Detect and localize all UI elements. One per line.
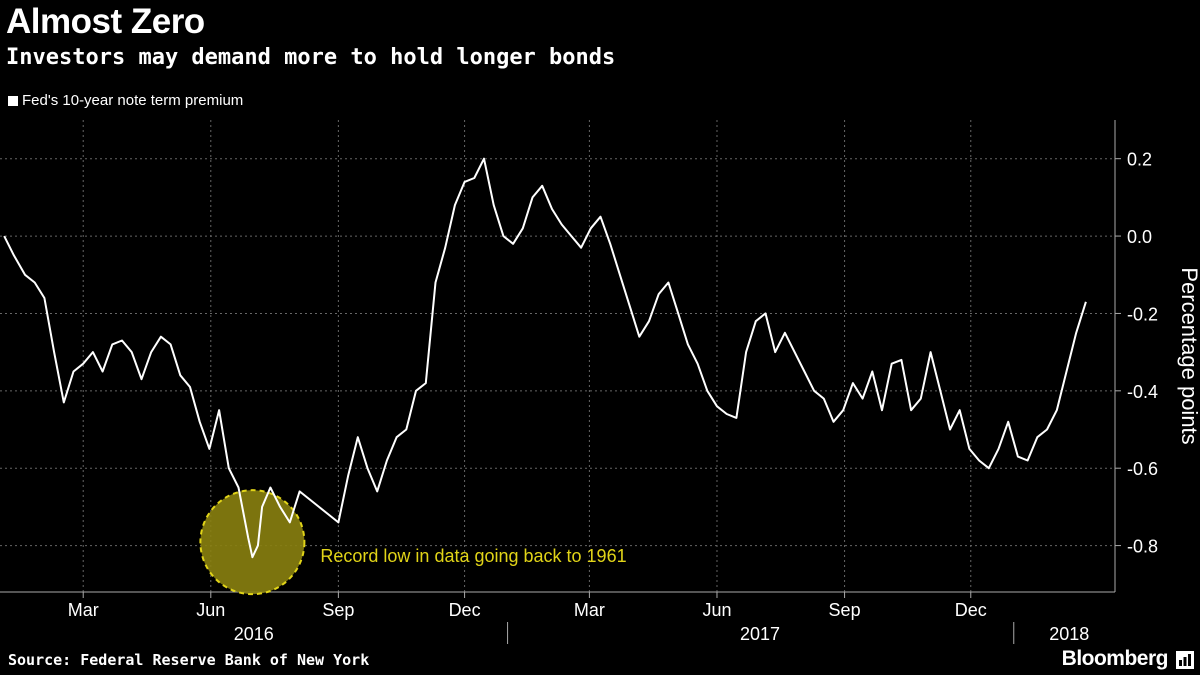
x-tick-label: Dec: [955, 600, 987, 620]
record-low-highlight: [199, 489, 306, 596]
series-line: [3, 157, 1087, 559]
chart-title: Almost Zero: [6, 2, 205, 41]
brand-logo: Bloomberg: [1061, 647, 1169, 670]
y-tick-label: 0.0: [1127, 227, 1152, 247]
year-label: 2018: [1049, 624, 1089, 644]
y-tick-label: -0.2: [1127, 304, 1158, 324]
x-tick-label: Jun: [196, 600, 225, 620]
year-label: 2017: [740, 624, 780, 644]
x-tick-label: Sep: [829, 600, 861, 620]
highlight-layer: [199, 489, 306, 596]
chart-subtitle: Investors may demand more to hold longer…: [6, 45, 616, 70]
legend: Fed's 10-year note term premium: [8, 92, 243, 109]
x-tick-label: Dec: [449, 600, 481, 620]
y-tick-label: -0.4: [1127, 382, 1158, 402]
x-tick-label: Mar: [574, 600, 605, 620]
y-tick-label: -0.6: [1127, 459, 1158, 479]
annotation-label: Record low in data going back to 1961: [320, 546, 626, 566]
legend-label: Fed's 10-year note term premium: [22, 92, 244, 109]
x-tick-label: Mar: [68, 600, 99, 620]
grid-layer: [0, 120, 1115, 592]
terminal-icon: [1176, 651, 1194, 669]
y-axis-label: Percentage points: [1177, 267, 1200, 444]
x-tick-label: Sep: [322, 600, 354, 620]
legend-swatch: [8, 95, 18, 106]
y-tick-label: -0.8: [1127, 537, 1158, 557]
source-note: Source: Federal Reserve Bank of New York: [8, 651, 370, 669]
series-layer: [3, 157, 1087, 559]
axis-layer: 0.2 0.0 -0.2 -0.4 -0.6 -0.8 Mar Jun Sep Dec Mar Jun…: [0, 120, 1200, 644]
label-layer: Record low in data going back to 1961: [320, 546, 626, 566]
y-tick-label: 0.2: [1127, 150, 1152, 170]
year-label: 2016: [234, 624, 274, 644]
terminal-icon-glyph: [1179, 654, 1191, 666]
x-tick-label: Jun: [702, 600, 731, 620]
